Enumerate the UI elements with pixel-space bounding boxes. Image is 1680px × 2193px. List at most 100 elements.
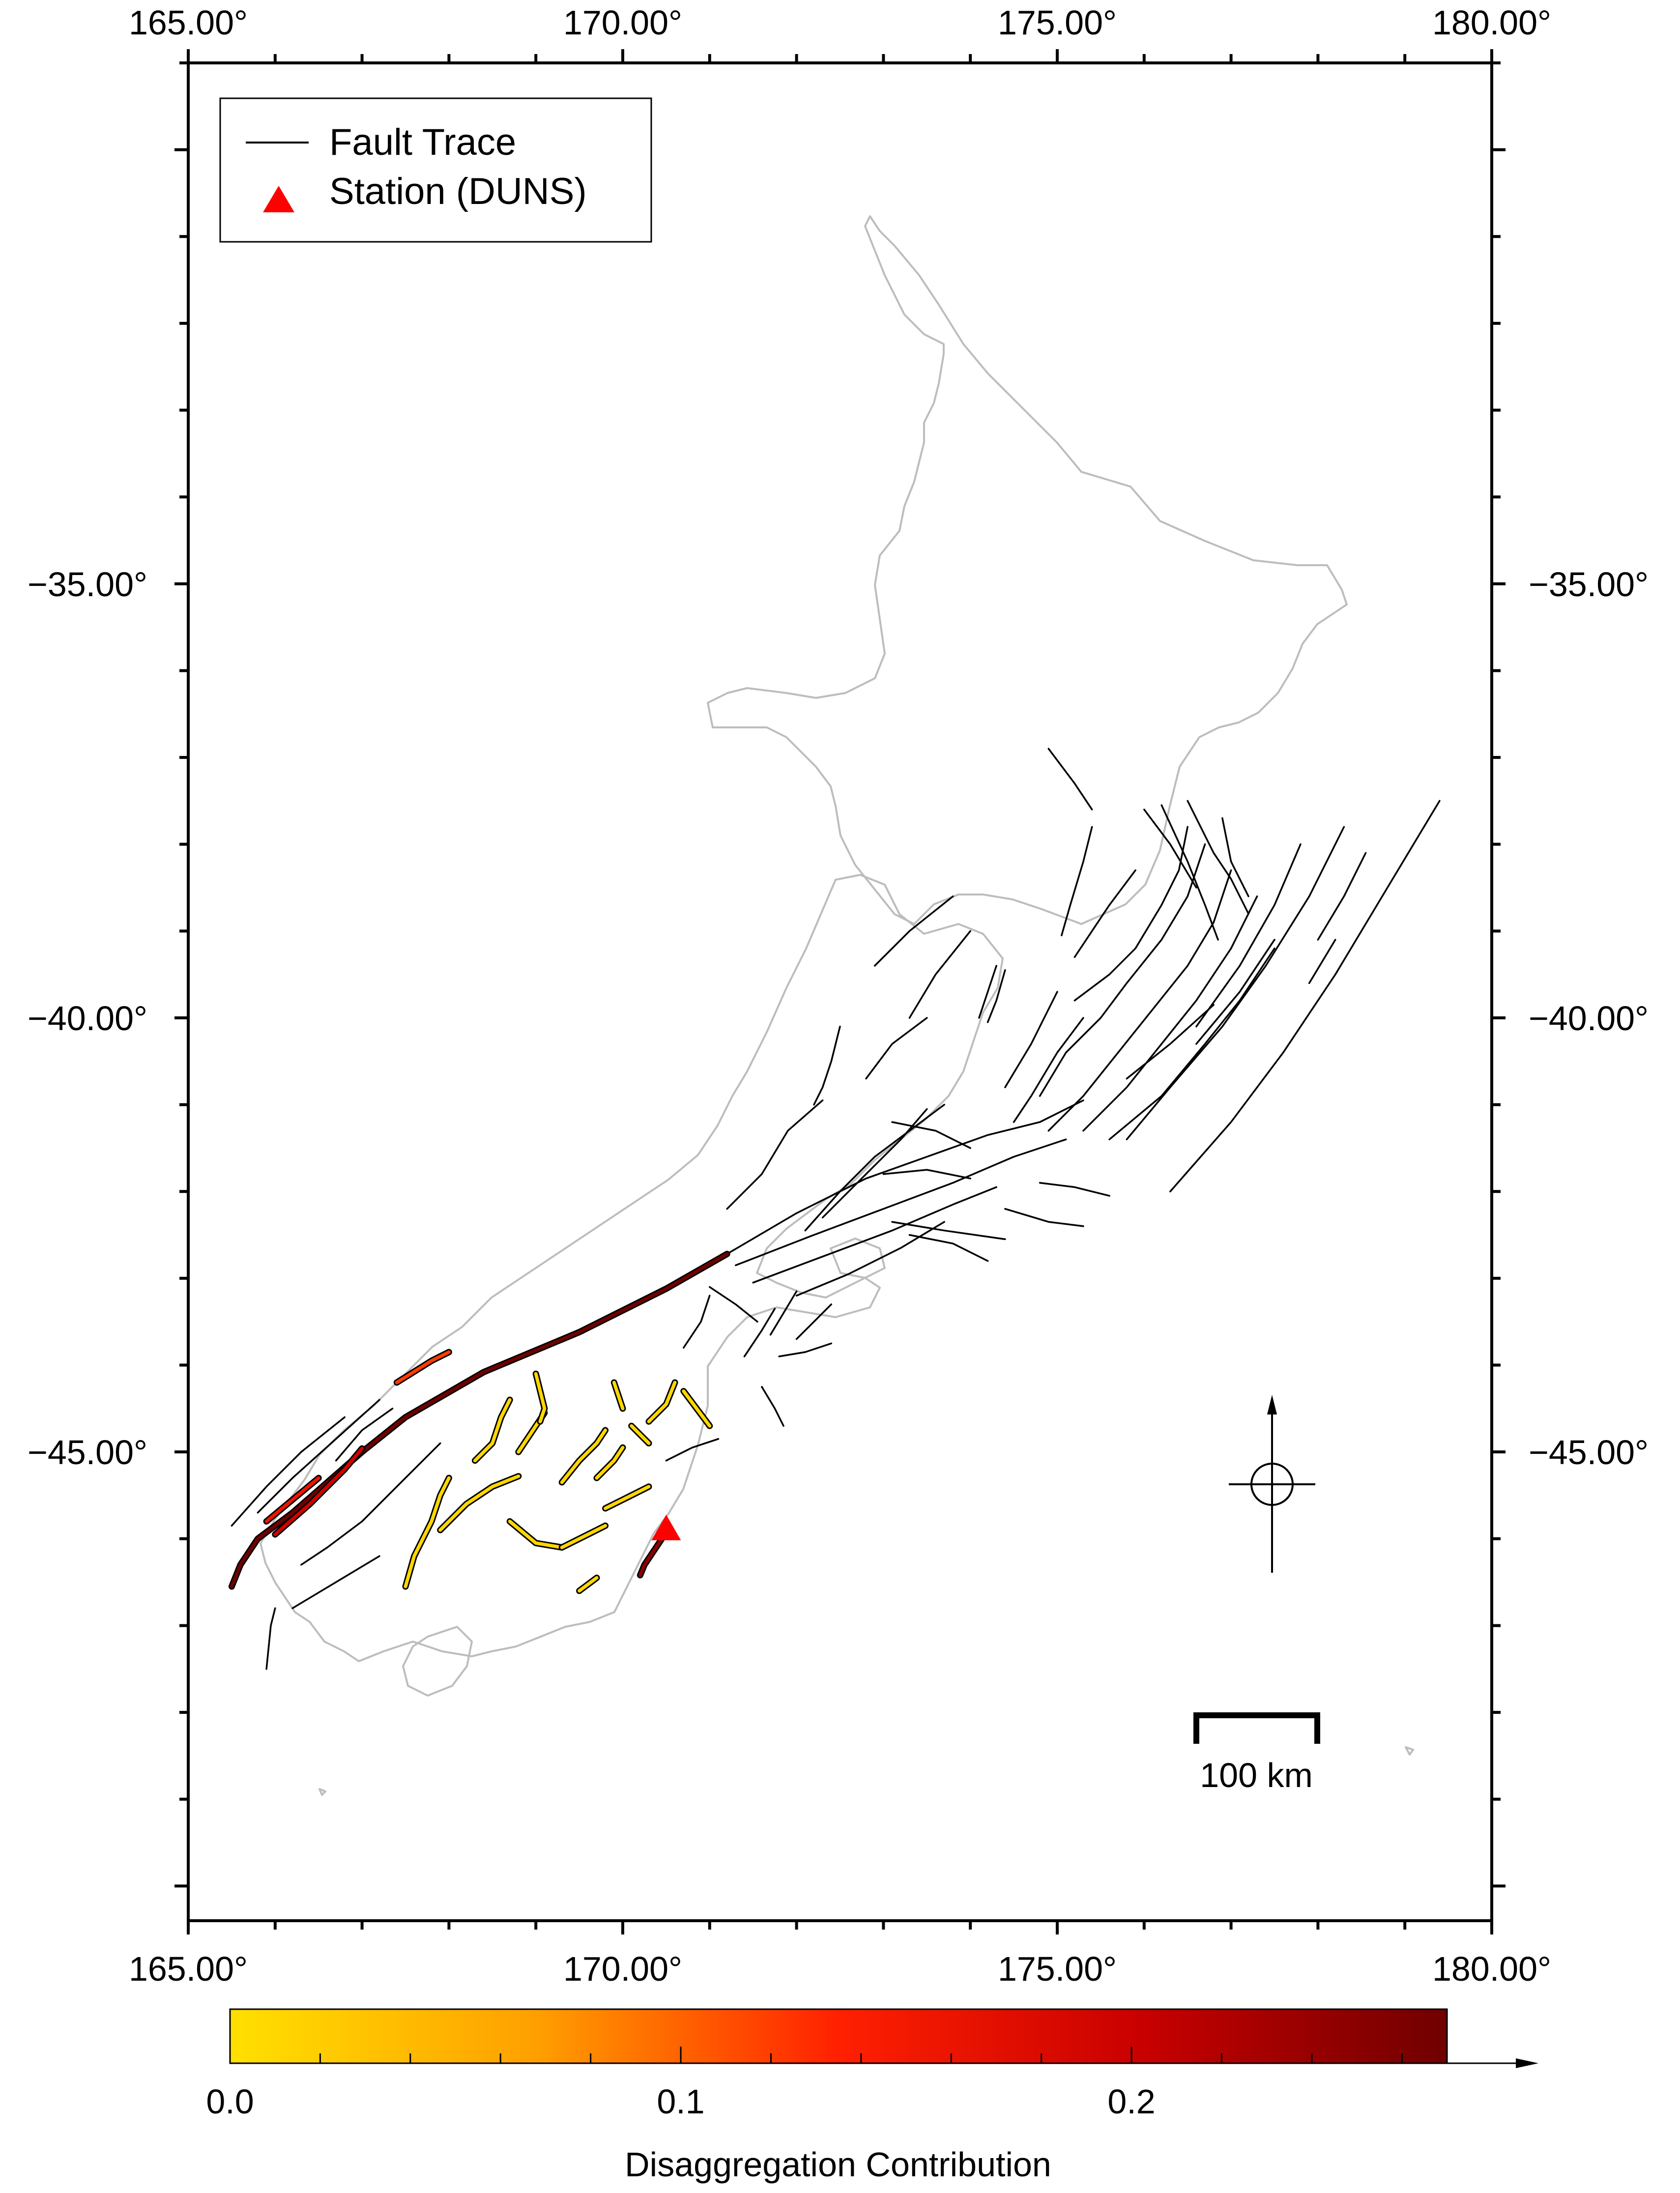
fault-trace bbox=[726, 1099, 824, 1210]
fault-trace bbox=[891, 1221, 1006, 1241]
x-tick-label: 165.00° bbox=[129, 1950, 248, 1988]
fault-fill bbox=[682, 1389, 712, 1428]
fault-trace bbox=[769, 1290, 798, 1336]
x-tick-labels-top: 165.00° 170.00° 175.00° 180.00° bbox=[129, 3, 1551, 42]
fault-trace bbox=[265, 1607, 276, 1670]
station-marker-duns bbox=[651, 1514, 681, 1540]
fault-fill bbox=[264, 1476, 320, 1523]
fault-trace bbox=[873, 895, 954, 967]
x-tick-label: 180.00° bbox=[1432, 3, 1551, 42]
fault-trace bbox=[300, 1442, 441, 1566]
disaggregation-fault bbox=[680, 1388, 713, 1429]
fault-trace bbox=[1195, 843, 1302, 1028]
disaggregation-fault bbox=[558, 1522, 609, 1551]
south-island-coastline bbox=[260, 874, 1004, 1662]
fault-trace bbox=[865, 1017, 928, 1080]
fault-fill bbox=[604, 1485, 651, 1510]
y-tick-label: −45.00° bbox=[1529, 1433, 1649, 1472]
fault-trace bbox=[1004, 991, 1058, 1089]
colorbar-tick-label: 0.0 bbox=[206, 2082, 254, 2121]
colorbar-tick-label: 0.2 bbox=[1107, 2082, 1155, 2121]
fault-trace bbox=[1143, 808, 1197, 889]
fault-fill bbox=[508, 1520, 564, 1549]
y-tick-label: −35.00° bbox=[28, 565, 147, 604]
y-tick-labels-left: −35.00° −40.00° −45.00° bbox=[28, 565, 147, 1472]
fault-fill bbox=[273, 1446, 364, 1536]
north-island-coastline bbox=[707, 215, 1348, 925]
disaggregation-fault bbox=[263, 1474, 322, 1525]
fault-trace bbox=[726, 1099, 1084, 1255]
scale-bar-line bbox=[1193, 1712, 1320, 1744]
fault-trace bbox=[752, 1186, 997, 1284]
fault-trace bbox=[891, 1121, 971, 1149]
fault-trace bbox=[804, 1103, 945, 1232]
fault-trace bbox=[665, 1438, 720, 1462]
fault-trace bbox=[1169, 800, 1441, 1193]
x-tick-label: 175.00° bbox=[998, 1950, 1117, 1988]
fault-trace bbox=[1073, 869, 1136, 958]
colorbar-ticks bbox=[229, 2047, 1403, 2063]
disaggregation-fault bbox=[610, 1379, 626, 1412]
disaggregation-fault bbox=[593, 1444, 626, 1481]
fault-trace bbox=[1047, 748, 1093, 810]
fault-trace bbox=[1187, 800, 1249, 915]
fault-trace bbox=[1039, 1182, 1110, 1197]
stewart-island-coastline bbox=[402, 1626, 473, 1697]
fault-trace bbox=[795, 1303, 833, 1340]
fault-fill bbox=[647, 1381, 677, 1423]
fault-fill bbox=[595, 1445, 625, 1480]
disaggregation-fault bbox=[471, 1396, 513, 1464]
scale-bar-label: 100 km bbox=[1200, 1756, 1313, 1794]
fault-trace bbox=[743, 1307, 776, 1357]
fault-trace bbox=[1013, 1017, 1084, 1123]
disaggregation-fault bbox=[402, 1474, 452, 1590]
fault-fill bbox=[395, 1350, 451, 1385]
y-tick-label: −35.00° bbox=[1529, 565, 1649, 604]
fault-trace bbox=[795, 1221, 945, 1297]
disaggregation-fault bbox=[602, 1483, 652, 1512]
fault-trace bbox=[709, 1286, 758, 1323]
fault-trace bbox=[335, 1408, 394, 1462]
colorbar-arrowhead-icon bbox=[1516, 2058, 1538, 2068]
y-tick-labels-right: −35.00° −40.00° −45.00° bbox=[1529, 565, 1649, 1472]
disaggregation-fault bbox=[532, 1370, 548, 1425]
legend-label-station: Station (DUNS) bbox=[329, 171, 587, 212]
disaggregation-fault bbox=[272, 1445, 366, 1538]
fault-trace bbox=[778, 1342, 833, 1357]
disaggregation-fault bbox=[645, 1379, 678, 1425]
fault-trace bbox=[813, 1025, 841, 1106]
colorbar-tick-label: 0.1 bbox=[657, 2082, 704, 2121]
fault-trace bbox=[1082, 895, 1258, 1132]
y-tick-label: −45.00° bbox=[28, 1433, 147, 1472]
disaggregation-fault bbox=[393, 1349, 452, 1386]
y-tick-label: −40.00° bbox=[1529, 999, 1649, 1038]
fault-trace bbox=[821, 1108, 928, 1219]
banks-peninsula-coastline bbox=[830, 1238, 886, 1279]
fault-traces bbox=[231, 748, 1441, 1670]
disaggregation-fault bbox=[506, 1518, 565, 1551]
scale-bar: 100 km bbox=[1193, 1712, 1320, 1794]
y-tick-label: −40.00° bbox=[28, 999, 147, 1038]
disaggregation-fault bbox=[576, 1574, 600, 1594]
fault-trace bbox=[231, 1416, 346, 1527]
x-tick-label: 175.00° bbox=[998, 3, 1117, 42]
fault-trace bbox=[1108, 947, 1275, 1141]
disaggregation-fault bbox=[437, 1473, 522, 1533]
colorbar-title: Disaggregation Contribution bbox=[625, 2145, 1051, 2184]
fault-fill bbox=[612, 1381, 625, 1411]
colorbar-gradient bbox=[229, 2008, 1448, 2064]
fault-fill bbox=[473, 1398, 512, 1463]
fault-trace bbox=[1195, 939, 1275, 1045]
colorbar-tick-labels: 0.0 0.1 0.2 bbox=[206, 2082, 1155, 2121]
fault-fill bbox=[438, 1474, 521, 1532]
fault-fill bbox=[404, 1476, 451, 1588]
fault-trace bbox=[735, 1138, 1067, 1267]
x-tick-label: 170.00° bbox=[563, 1950, 682, 1988]
fault-trace bbox=[1061, 826, 1093, 936]
x-tick-label: 180.00° bbox=[1432, 1950, 1551, 1988]
legend-station-triangle-symbol bbox=[263, 186, 294, 212]
fault-trace bbox=[1126, 1004, 1215, 1080]
small-island-coastline bbox=[319, 1788, 326, 1796]
colorbar: 0.0 0.1 0.2 Disaggregation Contribution bbox=[206, 2008, 1538, 2184]
x-tick-label: 165.00° bbox=[129, 3, 248, 42]
